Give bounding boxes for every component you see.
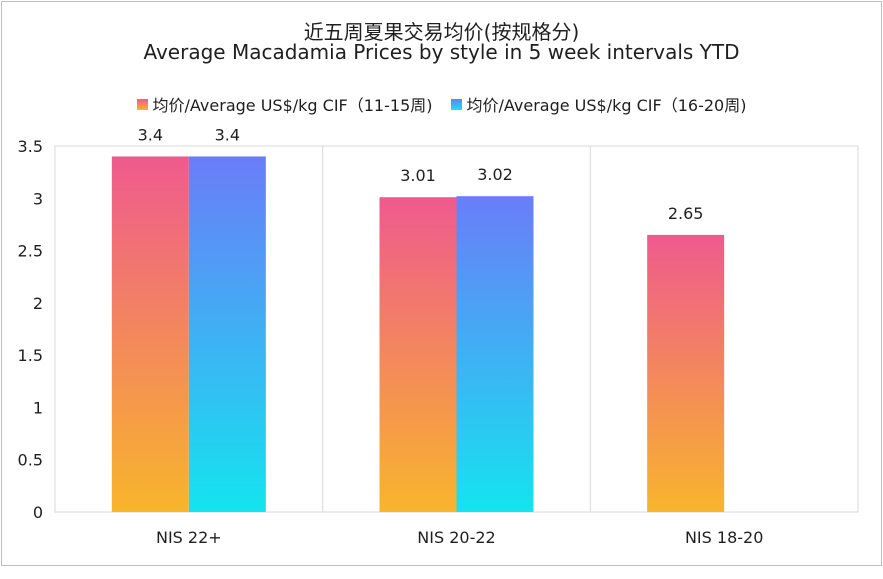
- y-tick-label: 2: [33, 294, 43, 313]
- x-tick-label: NIS 20-22: [417, 528, 495, 547]
- data-label: 3.01: [400, 166, 436, 185]
- y-tick-label: 0.5: [18, 451, 43, 470]
- bar-series-1: [379, 197, 457, 513]
- chart-title: 近五周夏果交易均价(按规格分): [303, 20, 580, 44]
- y-tick-label: 3.5: [18, 137, 43, 156]
- bar-series-2: [456, 196, 534, 513]
- legend-swatch-series-1: [136, 98, 148, 110]
- legend-label-series-2: 均价/Average US$/kg CIF（16-20周): [466, 96, 747, 115]
- legend-label-series-1: 均价/Average US$/kg CIF（11-15周): [152, 96, 433, 115]
- legend-item-series-1: 均价/Average US$/kg CIF（11-15周): [136, 92, 433, 116]
- legend-swatch-series-2: [450, 98, 462, 110]
- chart-legend: 均价/Average US$/kg CIF（11-15周) 均价/Average…: [0, 92, 883, 116]
- data-label: 2.65: [668, 204, 704, 223]
- y-tick-label: 1: [33, 398, 43, 417]
- bar-series-1: [647, 234, 725, 512]
- data-label: 3.4: [215, 125, 240, 144]
- x-tick-label: NIS 22+: [156, 528, 222, 547]
- chart-subtitle: Average Macadamia Prices by style in 5 w…: [143, 40, 740, 64]
- bar-series-1: [111, 156, 189, 512]
- x-tick-label: NIS 18-20: [685, 528, 763, 547]
- y-tick-label: 3: [33, 189, 43, 208]
- y-tick-label: 0: [33, 503, 43, 522]
- data-label: 3.02: [477, 165, 513, 184]
- y-tick-label: 2.5: [18, 242, 43, 261]
- y-tick-label: 1.5: [18, 346, 43, 365]
- legend-item-series-2: 均价/Average US$/kg CIF（16-20周): [450, 92, 747, 116]
- bar-series-2: [188, 156, 266, 512]
- data-label: 3.4: [138, 125, 163, 144]
